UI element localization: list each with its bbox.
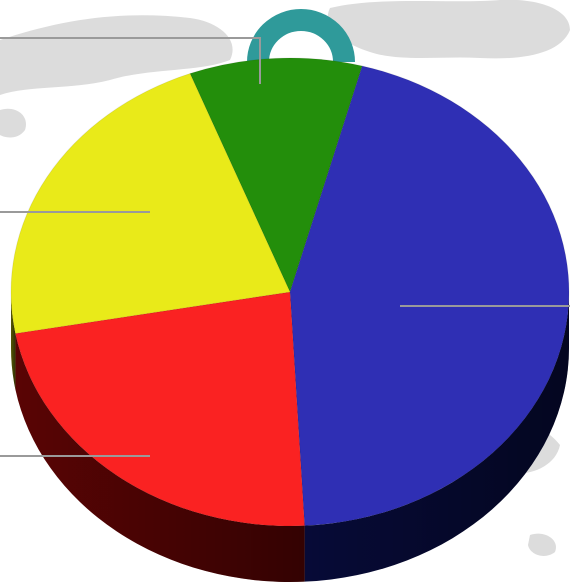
pie-slice	[289, 65, 570, 527]
map-landmass	[0, 108, 26, 138]
slice-side-shade	[15, 333, 305, 582]
slice-side-shade	[304, 292, 569, 582]
pie-slices	[10, 57, 570, 527]
pie-slice	[14, 291, 306, 527]
leader-line	[0, 37, 261, 84]
pie-slice	[10, 72, 291, 335]
map-landmass	[528, 533, 556, 556]
map-landmass	[327, 0, 570, 59]
slice-side-shade	[11, 292, 16, 390]
pie-3d-sides	[11, 292, 569, 582]
map-landmass	[0, 15, 233, 96]
ring-arc	[247, 9, 355, 63]
hanging-ring	[247, 9, 355, 63]
pie-slice	[189, 57, 363, 294]
leader-lines	[0, 37, 570, 457]
